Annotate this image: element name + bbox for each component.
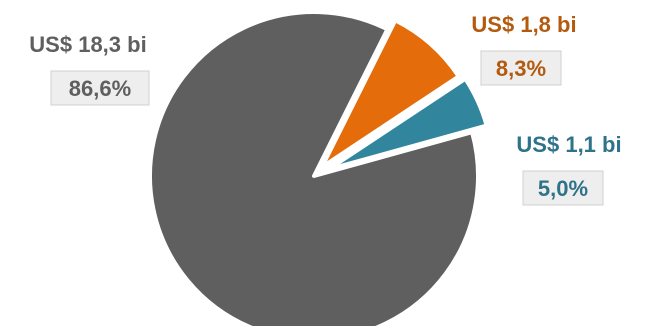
slice-percent-box [480, 50, 562, 86]
pie-slice-1 [148, 10, 480, 326]
pie-slice-2 [319, 18, 461, 170]
slice-percent-label: 8,3% [496, 56, 546, 81]
pie-slice-3 [326, 76, 489, 172]
pie-slices [148, 10, 489, 326]
slice-labels: US$ 18,3 bi 86,6% US$ 1,8 bi 8,3% US$ 1,1 bi… [29, 12, 622, 206]
slice-percent-label: 86,6% [69, 76, 131, 101]
slice-percent-label: 5,0% [538, 176, 588, 201]
slice-percent-box [522, 170, 604, 206]
slice-value-label: US$ 1,8 bi [471, 12, 576, 37]
slice-value-label: US$ 1,1 bi [516, 132, 621, 157]
slice-value-label: US$ 18,3 bi [29, 32, 146, 57]
slice-percent-box [50, 70, 150, 106]
